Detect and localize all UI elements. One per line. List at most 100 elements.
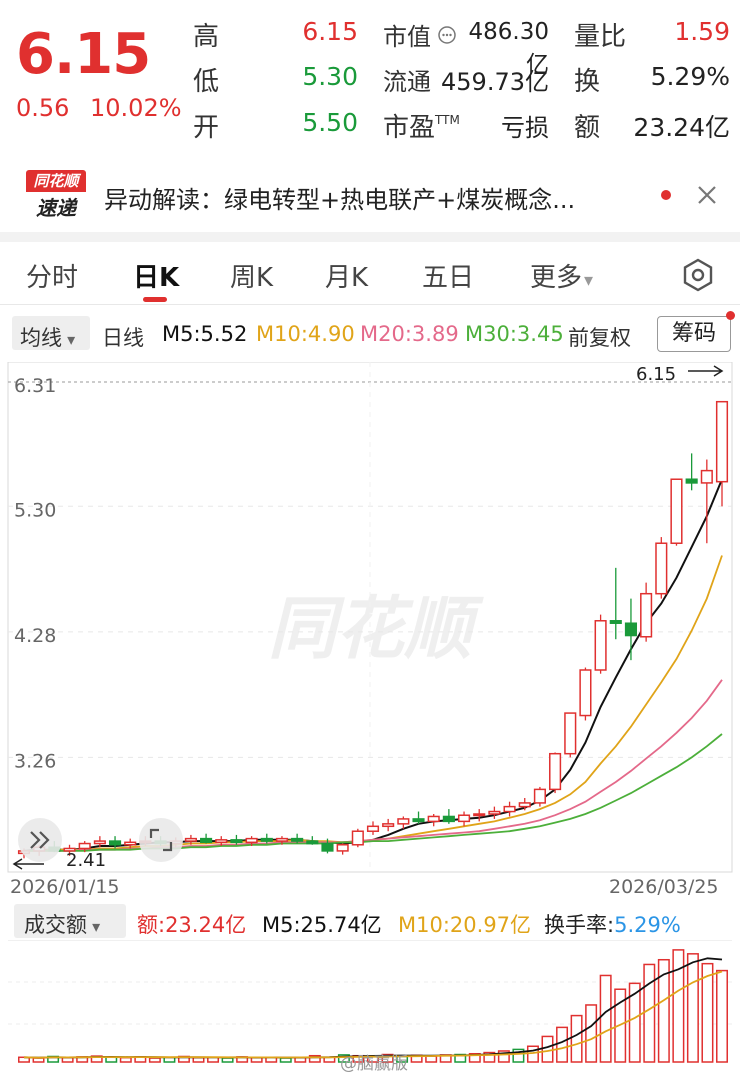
volume-bar xyxy=(32,1057,45,1063)
amount-value: 23.24亿 xyxy=(633,113,730,142)
candle-body xyxy=(108,840,122,846)
settings-hex-icon[interactable] xyxy=(680,257,716,293)
candle-body xyxy=(291,837,304,842)
fullscreen-icon[interactable] xyxy=(139,818,183,862)
adjust-mode[interactable]: 前复权 xyxy=(568,326,631,350)
candle-body xyxy=(457,814,471,823)
ma-legend-bar: 均线 ▾ 日线 M5:5.52 M10:4.90 M20:3.89 M30:3.… xyxy=(0,312,740,358)
amount-label: 额 xyxy=(574,113,601,143)
candle-body xyxy=(533,788,546,804)
candle-body xyxy=(366,825,380,832)
news-logo-bottom: 速递 xyxy=(36,196,76,220)
volume-bar xyxy=(686,953,699,1063)
ma5-value: M5:5.52 xyxy=(162,322,248,346)
price-axis-label: 5.30 xyxy=(14,499,56,521)
last-price: 6.15 xyxy=(16,22,151,87)
pe-label: 市盈TTM xyxy=(383,113,460,143)
float-label: 流通 xyxy=(383,68,431,96)
high-price-label: 6.15 xyxy=(636,364,676,385)
candlestick-chart[interactable]: 同花顺 6.31 5.30 4.28 3.26 6.15 2.41 xyxy=(0,362,740,874)
candle-body xyxy=(473,813,486,817)
tab-weekly-k[interactable]: 周K xyxy=(230,263,274,293)
volume-bar xyxy=(308,1054,321,1063)
volume-bar xyxy=(90,1055,103,1063)
volume-bar xyxy=(657,958,670,1063)
mktcap-label: 市值 xyxy=(383,23,431,51)
candle-body xyxy=(564,712,577,755)
candle-body xyxy=(215,839,228,844)
info-circle-icon[interactable] xyxy=(437,25,457,45)
news-logo: 同花顺 速递 xyxy=(26,170,86,220)
pe-value: 亏损 xyxy=(501,114,549,142)
unread-dot-icon xyxy=(661,190,671,200)
vol-ratio-label: 量比 xyxy=(574,22,627,52)
news-logo-top: 同花顺 xyxy=(26,170,86,192)
volume-bar xyxy=(643,963,656,1063)
candle-body xyxy=(715,400,729,483)
tab-daily-k[interactable]: 日K xyxy=(133,263,180,293)
volume-bar xyxy=(148,1057,161,1063)
volume-bar xyxy=(585,1004,598,1063)
volume-legend-bar: 成交额 ▾ 额:23.24亿 M5:25.74亿 M10:20.97亿 换手率:… xyxy=(0,902,740,942)
price-change-pct: 10.02% xyxy=(90,94,182,122)
candle-body xyxy=(624,622,638,637)
date-start: 2026/01/15 xyxy=(10,876,120,898)
volume-bar xyxy=(570,1014,583,1063)
candle-body xyxy=(260,837,273,842)
open-label: 开 xyxy=(193,113,220,143)
low-arrow-icon xyxy=(12,858,44,870)
candle-body xyxy=(200,837,213,844)
volume-bar xyxy=(221,1057,234,1063)
volume-bar xyxy=(61,1056,74,1063)
candle-body xyxy=(427,815,440,823)
quote-header: 6.15 0.56 10.02% 高 6.15 市值 486.30亿 量比 1.… xyxy=(0,0,740,155)
volume-indicator-select[interactable] xyxy=(14,904,126,938)
volume-chart[interactable] xyxy=(0,940,740,1068)
news-headline[interactable]: 异动解读：绿电转型+热电联产+煤炭概念... xyxy=(104,186,576,214)
period-tabs: 分时 日K 周K 月K 五日 更多 ▾ xyxy=(0,245,740,305)
low-price-label: 2.41 xyxy=(66,850,106,871)
candle-body xyxy=(245,837,258,844)
tab-monthly-k[interactable]: 月K xyxy=(325,263,369,293)
candle-body xyxy=(518,802,531,808)
news-bar[interactable]: 同花顺 速递 异动解读：绿电转型+热电联产+煤炭概念... xyxy=(0,160,740,230)
open-value: 5.50 xyxy=(302,108,358,137)
candle-body xyxy=(685,478,698,484)
tab-more[interactable]: 更多 ▾ xyxy=(530,257,593,294)
volume-bar xyxy=(512,1048,525,1063)
amount-m10: M10:20.97亿 xyxy=(398,913,532,937)
chips-button[interactable]: 筹码 xyxy=(657,316,731,352)
candle-body xyxy=(503,805,516,813)
volume-bar xyxy=(192,1056,205,1063)
ma-line-m30 xyxy=(24,733,723,852)
float-value: 459.73亿 xyxy=(441,68,549,96)
candle-body xyxy=(412,818,425,823)
tab-more-label: 更多 xyxy=(530,263,583,293)
candle-body xyxy=(579,669,592,717)
candle-body xyxy=(351,830,364,846)
active-tab-underline xyxy=(143,297,167,302)
caret-down-icon: ▾ xyxy=(584,270,594,291)
candle-body xyxy=(63,847,76,852)
collapse-left-icon[interactable] xyxy=(18,818,62,862)
volume-ma10-line xyxy=(23,970,723,1059)
indicator-select[interactable] xyxy=(12,316,90,350)
volume-bar xyxy=(556,1026,569,1063)
ma20-value: M20:3.89 xyxy=(360,322,459,346)
volume-bar xyxy=(541,1035,554,1063)
turnover-label: 换 xyxy=(574,67,601,97)
high-arrow-icon xyxy=(688,365,724,377)
candle-body xyxy=(397,818,410,825)
candle-body xyxy=(382,823,395,828)
pe-ttm-mark: TTM xyxy=(435,113,460,127)
candle-body xyxy=(321,842,334,852)
ma30-value: M30:3.45 xyxy=(465,322,564,346)
chart-frame xyxy=(7,362,733,873)
separator xyxy=(0,232,740,242)
tab-intraday[interactable]: 分时 xyxy=(26,263,79,293)
close-icon[interactable] xyxy=(695,183,719,207)
watermark: 同花顺 xyxy=(268,590,484,669)
low-label: 低 xyxy=(193,67,220,97)
tab-five-day[interactable]: 五日 xyxy=(422,263,475,293)
price-axis-label: 3.26 xyxy=(14,750,56,772)
